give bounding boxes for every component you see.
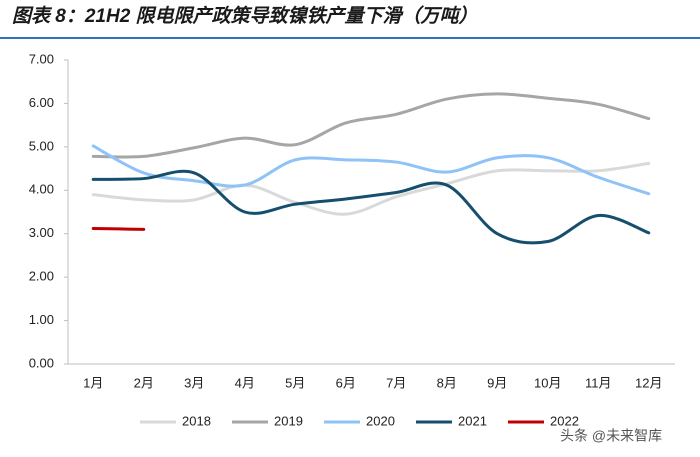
y-tick-label: 0.00 [29, 355, 54, 370]
watermark: 头条 @未来智库 [560, 428, 662, 444]
series-line [91, 92, 651, 159]
x-tick-label: 6月 [336, 375, 356, 390]
y-tick-label: 3.00 [29, 225, 54, 240]
chart-title: 图表 8：21H2 限电限产政策导致镍铁产量下滑（万吨） [12, 5, 478, 27]
y-tick-label: 5.00 [29, 138, 54, 153]
legend-label: 2021 [458, 413, 487, 428]
x-tick-label: 3月 [184, 375, 204, 390]
x-tick-label: 4月 [235, 375, 255, 390]
y-tick-label: 2.00 [29, 269, 54, 284]
legend-label: 2022 [550, 413, 579, 428]
series-line [91, 144, 651, 196]
x-tick-label: 1月 [83, 375, 103, 390]
x-tick-label: 2月 [134, 375, 154, 390]
y-tick-label: 4.00 [29, 182, 54, 197]
series-line [91, 169, 651, 245]
legend-label: 2020 [366, 413, 395, 428]
series-line [91, 161, 651, 216]
legend-label: 2019 [274, 413, 303, 428]
x-tick-label: 12月 [635, 375, 662, 390]
x-tick-label: 7月 [386, 375, 406, 390]
legend-label: 2018 [182, 413, 211, 428]
y-tick-label: 7.00 [29, 51, 54, 66]
x-tick-label: 9月 [487, 375, 507, 390]
x-tick-label: 5月 [285, 375, 305, 390]
y-tick-label: 1.00 [29, 312, 54, 327]
y-tick-label: 6.00 [29, 95, 54, 110]
x-tick-label: 10月 [534, 375, 561, 390]
series-line [91, 227, 146, 231]
x-tick-label: 11月 [585, 375, 612, 390]
x-tick-label: 8月 [437, 375, 457, 390]
